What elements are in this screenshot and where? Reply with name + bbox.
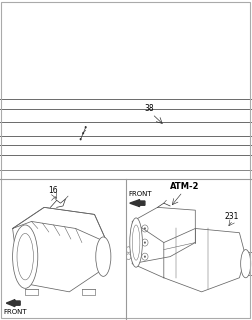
Circle shape (82, 132, 84, 134)
Circle shape (144, 255, 146, 258)
Circle shape (144, 241, 146, 244)
Text: 38: 38 (145, 104, 154, 113)
Circle shape (144, 227, 146, 230)
Polygon shape (130, 200, 145, 207)
Text: 231: 231 (224, 212, 239, 220)
Text: FRONT: FRONT (4, 309, 27, 316)
Ellipse shape (132, 225, 140, 260)
Circle shape (80, 138, 82, 140)
Ellipse shape (96, 237, 111, 276)
Circle shape (85, 126, 87, 128)
Ellipse shape (13, 225, 38, 288)
Text: 16: 16 (48, 186, 57, 195)
Ellipse shape (130, 218, 142, 267)
Text: ATM-2: ATM-2 (170, 182, 200, 191)
Ellipse shape (241, 250, 251, 278)
Text: FRONT: FRONT (129, 191, 152, 197)
Ellipse shape (17, 233, 33, 280)
Polygon shape (6, 300, 20, 307)
